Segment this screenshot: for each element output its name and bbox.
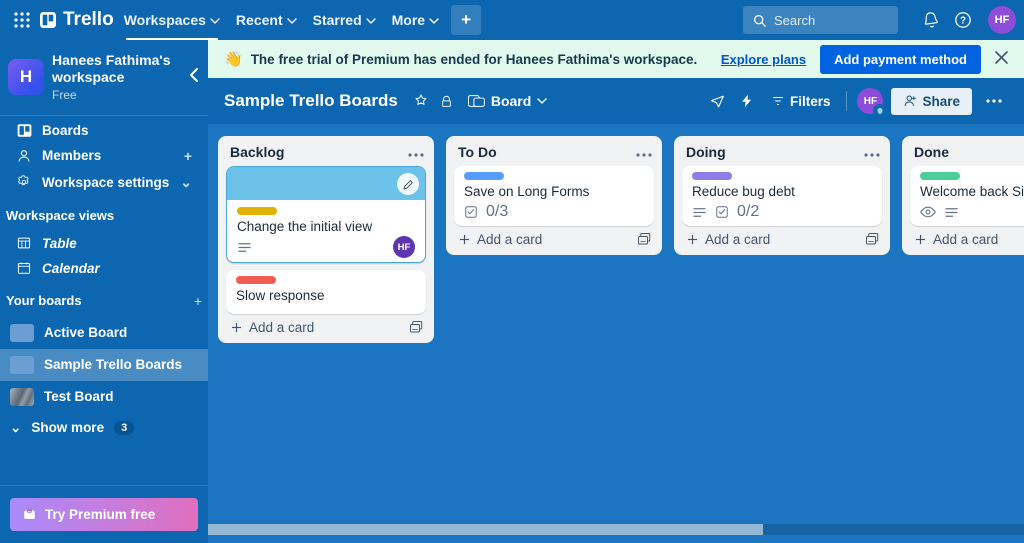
svg-text:?: ? — [960, 16, 966, 27]
